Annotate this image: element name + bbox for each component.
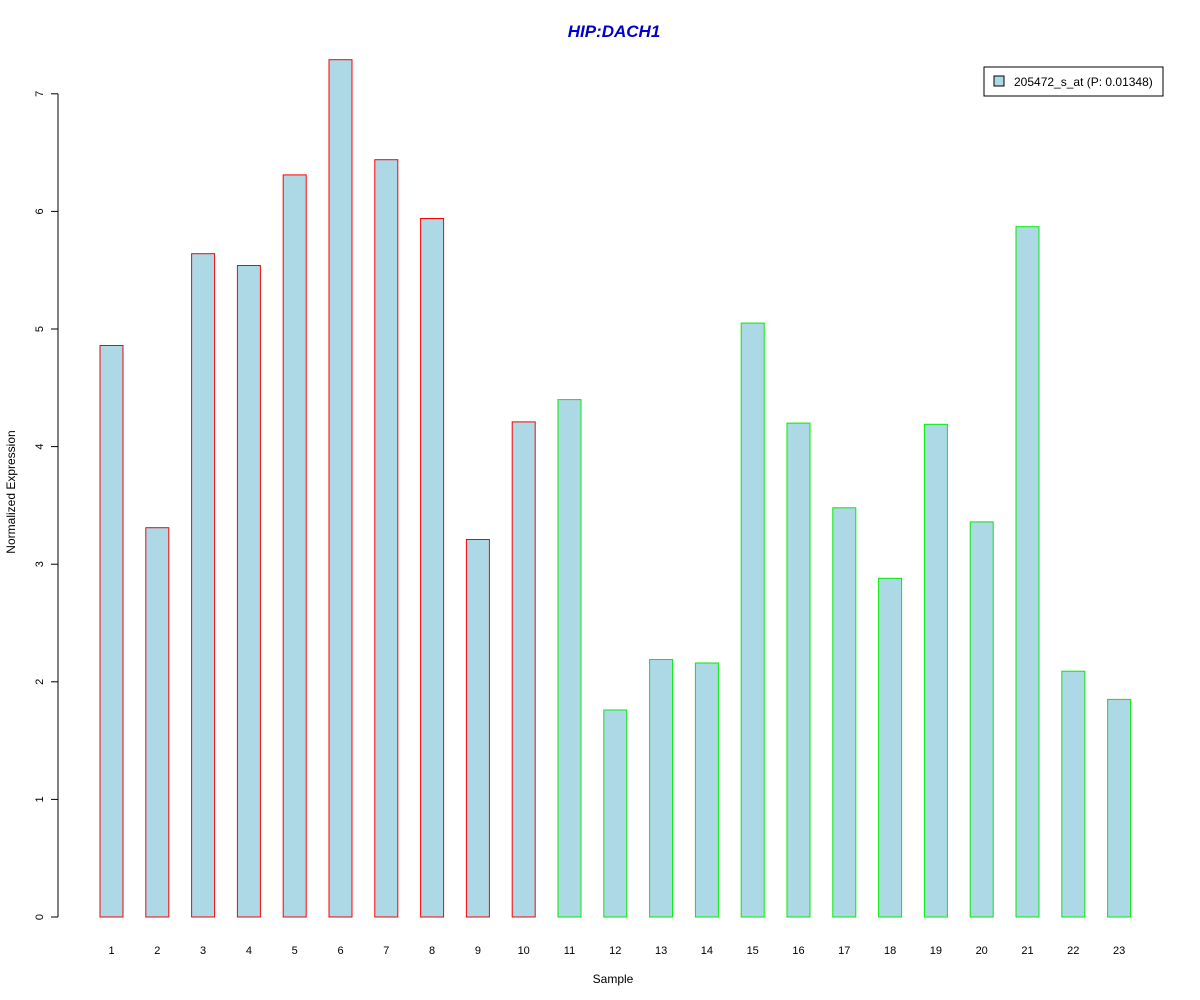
bar-sample-5 bbox=[282, 174, 307, 918]
x-tick-label: 1 bbox=[108, 945, 114, 957]
y-tick-label: 1 bbox=[34, 796, 46, 802]
bar-sample-11 bbox=[557, 399, 582, 918]
bar-sample-16 bbox=[786, 422, 811, 918]
x-tick-label: 7 bbox=[383, 945, 389, 957]
x-tick-label: 2 bbox=[154, 945, 160, 957]
y-tick-label: 5 bbox=[34, 326, 46, 332]
y-tick-label: 7 bbox=[34, 91, 46, 97]
x-tick-label: 15 bbox=[747, 945, 759, 957]
bars-group bbox=[99, 59, 1132, 918]
bar-sample-21 bbox=[1015, 226, 1040, 918]
x-tick-label: 11 bbox=[564, 945, 575, 957]
x-tick-label: 18 bbox=[884, 945, 896, 957]
bar-sample-1 bbox=[99, 345, 124, 918]
x-tick-label: 21 bbox=[1021, 945, 1033, 957]
x-tick-label: 3 bbox=[200, 945, 206, 957]
bar-sample-22 bbox=[1061, 670, 1086, 918]
bar-sample-20 bbox=[969, 521, 994, 918]
x-tick-label: 16 bbox=[792, 945, 804, 957]
y-tick-label: 3 bbox=[34, 561, 46, 567]
legend-swatch bbox=[993, 75, 1005, 87]
legend-entry-label: 205472_s_at (P: 0.01348) bbox=[1014, 75, 1153, 89]
x-tick-label: 8 bbox=[429, 945, 435, 957]
x-tick-label: 9 bbox=[475, 945, 481, 957]
x-tick-label: 19 bbox=[930, 945, 942, 957]
bar-sample-18 bbox=[878, 577, 903, 918]
y-axis-label: Normalized Expression bbox=[4, 430, 18, 553]
x-tick-label: 22 bbox=[1067, 945, 1079, 957]
x-tick-label: 23 bbox=[1113, 945, 1125, 957]
bar-sample-23 bbox=[1107, 698, 1132, 918]
y-tick-label: 4 bbox=[34, 444, 46, 450]
bar-sample-10 bbox=[511, 421, 536, 918]
bar-sample-14 bbox=[694, 662, 719, 918]
bar-sample-6 bbox=[328, 59, 353, 918]
bar-sample-15 bbox=[740, 322, 765, 918]
x-axis-label: Sample bbox=[593, 972, 634, 986]
bar-sample-17 bbox=[832, 507, 857, 918]
x-tick-label: 13 bbox=[655, 945, 667, 957]
x-tick-label: 20 bbox=[976, 945, 988, 957]
legend-box bbox=[983, 66, 1164, 97]
y-tick-label: 6 bbox=[34, 208, 46, 214]
y-axis: 0 1 2 3 4 5 6 7 bbox=[34, 91, 59, 920]
bar-sample-12 bbox=[603, 709, 628, 918]
x-tick-label: 17 bbox=[838, 945, 850, 957]
x-tick-label: 14 bbox=[701, 945, 713, 957]
x-tick-label: 4 bbox=[246, 945, 252, 957]
bar-sample-2 bbox=[145, 527, 170, 918]
x-tick-labels: 1 2 3 4 5 6 7 8 9 10 11 12 13 14 15 16 17 18 19 20 21 22 23 bbox=[108, 945, 1125, 957]
bar-sample-4 bbox=[236, 265, 261, 918]
chart-title: HIP:DACH1 bbox=[568, 22, 661, 41]
bar-sample-9 bbox=[465, 539, 490, 918]
y-tick-label: 0 bbox=[34, 914, 46, 920]
bar-sample-19 bbox=[923, 423, 948, 918]
x-tick-label: 6 bbox=[337, 945, 343, 957]
bar-sample-3 bbox=[191, 253, 216, 918]
y-tick-label: 2 bbox=[34, 679, 46, 685]
bar-sample-7 bbox=[374, 159, 399, 918]
x-tick-label: 5 bbox=[292, 945, 298, 957]
bar-sample-8 bbox=[420, 218, 445, 918]
x-tick-label: 12 bbox=[609, 945, 621, 957]
x-tick-label: 10 bbox=[518, 945, 530, 957]
legend: 205472_s_at (P: 0.01348) bbox=[983, 66, 1164, 97]
bar-sample-13 bbox=[649, 659, 674, 918]
